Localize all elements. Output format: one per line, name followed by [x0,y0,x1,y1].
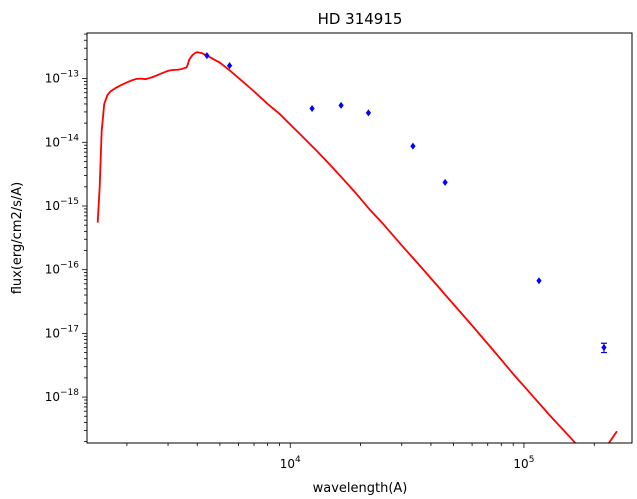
y-axis-label: flux(erg/cm2/s/A) [10,182,25,295]
plot-frame [86,32,633,444]
model-sed-line [96,51,618,443]
y-tick-label: 10−15 [45,197,79,213]
y-tick-label: 10−14 [45,133,80,149]
photometry-point [204,52,210,60]
plot-area [96,51,618,443]
photometry-point [365,109,372,117]
y-tick-label: 10−16 [45,261,80,277]
photometry-point [601,344,607,352]
y-axis: 10−13 10−14 10−15 10−16 10−17 10−18 [45,33,87,442]
x-tick-label: 105 [513,455,534,471]
y-tick-label: 10−18 [45,388,80,404]
x-axis: 104 105 [126,443,595,471]
photometry-point [309,104,315,112]
x-tick-label: 104 [280,455,301,471]
photometry-point [442,178,448,186]
x-axis-label: wavelength(A) [313,481,408,496]
chart-title: HD 314915 [318,10,403,28]
photometry-point [338,101,344,109]
y-tick-label: 10−13 [45,70,79,86]
photometry-point [410,142,416,150]
photometry-point [536,277,542,285]
y-tick-label: 10−17 [45,324,79,340]
photometry-point [226,62,233,70]
